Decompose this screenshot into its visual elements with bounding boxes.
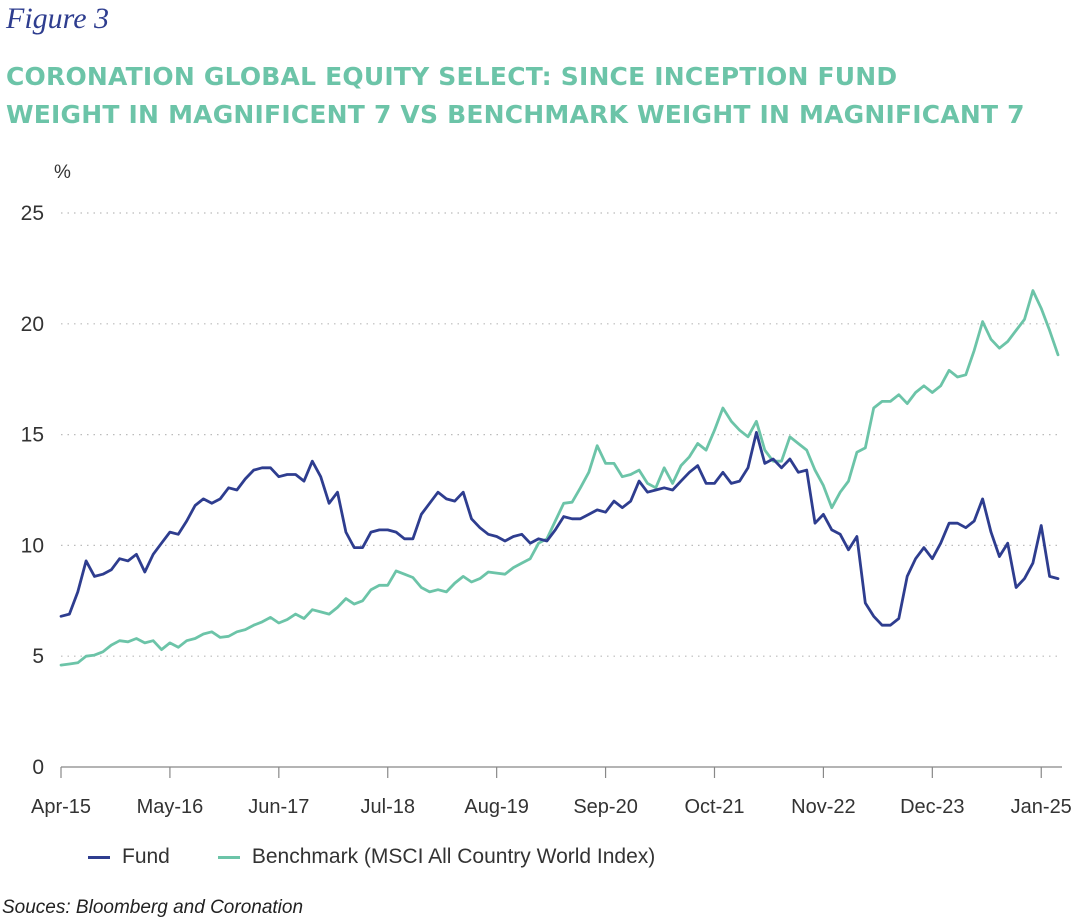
y-tick-label: 20: [21, 313, 44, 336]
x-tick-label: Aug-19: [464, 796, 529, 818]
x-tick-label: Oct-21: [684, 796, 744, 818]
y-tick-label: 0: [32, 756, 44, 779]
chart-title: CORONATION GLOBAL EQUITY SELECT: SINCE I…: [6, 58, 1081, 134]
source-note: Souces: Bloomberg and Coronation: [2, 897, 304, 918]
y-axis-label: %: [54, 162, 71, 183]
legend-label-benchmark: Benchmark (MSCI All Country World Index): [251, 845, 656, 868]
y-tick-label: 25: [21, 202, 44, 225]
x-tick-label: May-16: [137, 796, 204, 818]
x-tick-label: Nov-22: [791, 796, 855, 818]
x-tick-label: Dec-23: [900, 796, 964, 818]
series-line-fund: [59, 430, 1060, 627]
y-tick-label: 5: [32, 645, 44, 668]
legend-item-benchmark: Benchmark (MSCI All Country World Index): [217, 845, 656, 869]
series-line-benchmark: [59, 289, 1060, 667]
line-chart: % 0 5 10 15 20 25 Apr-15 May-16 Jun-17 Jul-18 Aug-…: [21, 162, 1072, 818]
figure-label: Figure 3: [6, 2, 110, 35]
chart-title-line-1: CORONATION GLOBAL EQUITY SELECT: SINCE I…: [6, 62, 898, 91]
x-tick-label: Apr-15: [31, 796, 91, 818]
x-tick-label: Jun-17: [248, 796, 309, 818]
series-lines: [59, 289, 1060, 667]
x-tick-label: Jan-25: [1011, 796, 1072, 818]
x-axis: Apr-15 May-16 Jun-17 Jul-18 Aug-19 Sep-20 Oct-…: [31, 766, 1072, 818]
gridlines: [61, 212, 1058, 657]
legend-swatch-fund: [88, 855, 110, 859]
y-axis: % 0 5 10 15 20 25: [21, 162, 71, 779]
x-tick-label: Sep-20: [573, 796, 638, 818]
chart-title-line-2: WEIGHT IN MAGNIFICENT 7 VS BENCHMARK WEI…: [6, 100, 1025, 129]
legend-label-fund: Fund: [122, 845, 170, 868]
y-tick-label: 15: [21, 424, 44, 447]
legend-swatch-benchmark: [217, 855, 240, 859]
legend: Fund Benchmark (MSCI All Country World I…: [88, 845, 703, 869]
y-tick-label: 10: [21, 534, 44, 557]
x-tick-label: Jul-18: [361, 796, 415, 818]
legend-item-fund: Fund: [88, 845, 170, 869]
